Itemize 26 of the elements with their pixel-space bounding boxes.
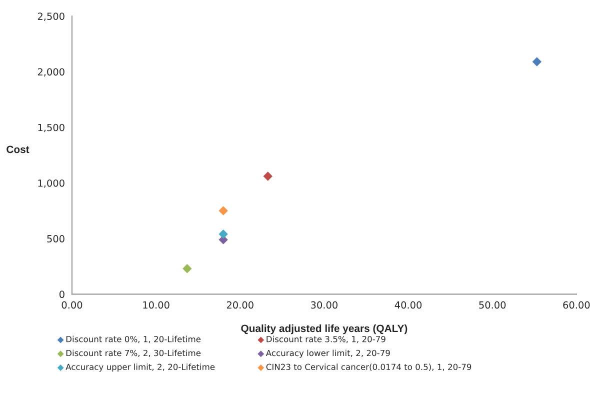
legend-label: Discount rate 3.5%, 1, 20-79 [266, 336, 386, 344]
x-tick-label: 20.00 [226, 301, 254, 309]
point [532, 57, 542, 66]
legend-label: Discount rate 7%, 2, 30-Lifetime [66, 350, 201, 358]
y-tick-label: 2,500 [38, 12, 64, 21]
point [218, 206, 228, 216]
x-tick-label: 40.00 [394, 301, 422, 309]
y-tick-label: 500 [47, 235, 64, 242]
y-tick-label: 1,000 [38, 179, 64, 188]
point [263, 172, 272, 181]
x-axis-title: Quality adjusted life years (QALY) [241, 324, 408, 334]
legend-label: Accuracy upper limit, 2, 20-Lifetime [66, 364, 215, 372]
y-tick-label: 2,000 [38, 68, 64, 77]
x-tick-label: 60.00 [563, 301, 590, 309]
x-tick-label: 30.00 [311, 301, 338, 309]
y-axis-title: Cost [6, 146, 30, 154]
x-tick-label: 0.00 [62, 301, 82, 309]
legend-label: CIN23 to Cervical cancer(0.0174 to 0.5), 1, 20-79 [266, 364, 472, 372]
legend-label: Accuracy lower limit, 2, 20-79 [266, 350, 390, 358]
x-tick-label: 50.00 [479, 301, 506, 309]
x-tick-label: 10.00 [143, 301, 170, 309]
y-tick-label: 1,500 [38, 124, 64, 132]
y-tick-label: 0 [59, 290, 64, 298]
legend-label: Discount rate 0%, 1, 20-Lifetime [66, 336, 201, 344]
point [218, 230, 228, 239]
point [182, 264, 192, 274]
